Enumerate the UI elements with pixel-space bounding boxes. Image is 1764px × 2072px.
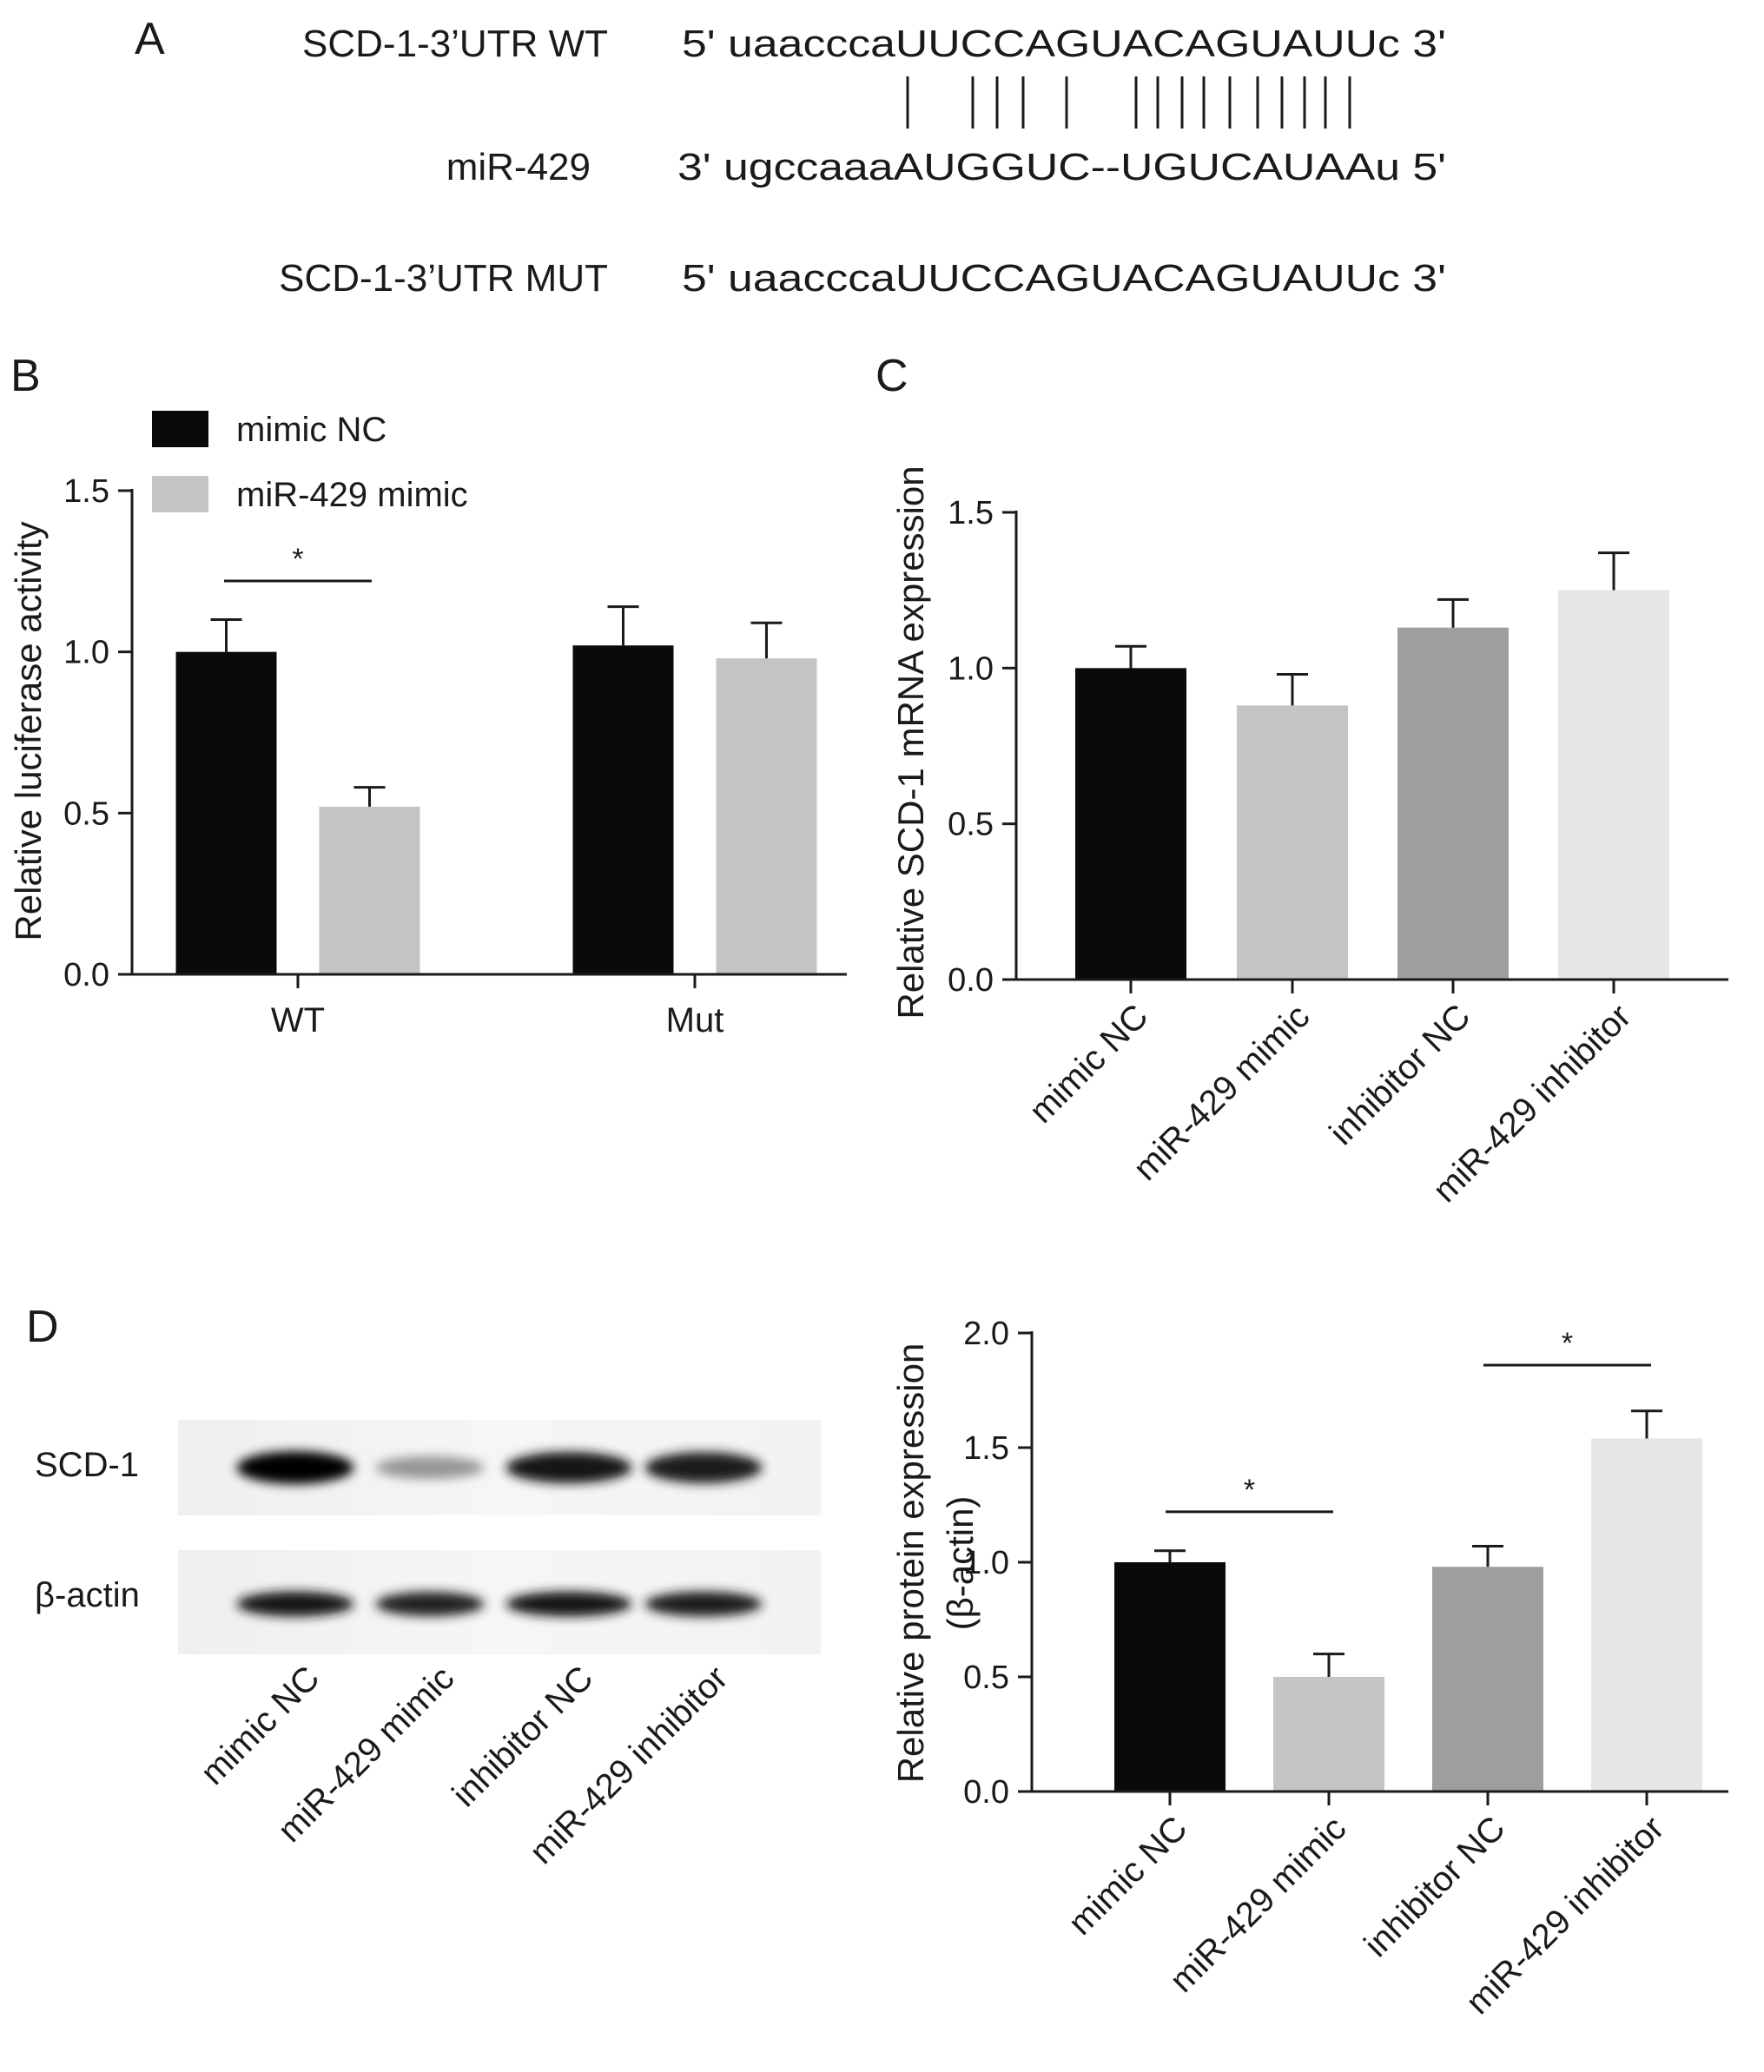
legend-swatch-mimic-nc [152,411,208,447]
chart-c-axes [1014,511,1728,981]
category-label-mimic-nc: mimic NC [1061,1809,1195,1943]
y-tick-label: 1.0 [63,635,109,671]
y-tick-label: 0.0 [948,962,994,999]
bar-mimic-nc-error-bar [1154,1549,1186,1562]
chart-c-bars [1075,551,1669,980]
y-tick-label: 0.5 [963,1660,1009,1696]
chart-d-ylabel-line1: Relative protein expression [890,1343,931,1784]
panel-c-letter: C [875,351,908,401]
y-tick-label: 0.5 [63,795,109,832]
category-label-inhibitor-nc: inhibitor NC [1322,997,1477,1152]
chart-d-axes [1030,1331,1728,1793]
mir429-label: miR-429 [446,146,591,188]
significance-star: * [1244,1474,1255,1507]
scd1-band [375,1455,485,1480]
y-tick-label: 1.5 [948,495,994,531]
bar-mir-429-mimic-mut-error-bar [750,621,783,659]
bar-mir-429-inhibitor [1591,1438,1702,1792]
y-tick-label: 0.5 [948,807,994,843]
bar-mir-429-inhibitor-error-bar [1598,551,1629,591]
significance-star: * [292,543,303,576]
panel-d-letter: D [26,1302,59,1352]
scd1-band [644,1452,763,1483]
bar-mimic-nc-wt-error-bar [210,618,242,652]
bar-mimic-nc [1075,668,1186,980]
bar-mimic-nc [1114,1562,1226,1792]
bar-inhibitor-nc [1397,627,1509,980]
chart-b: B mimic NC miR-429 mimic Relative lucife… [8,351,847,1039]
y-tick-label: 1.0 [963,1545,1009,1581]
bar-mir-429-mimic [1273,1677,1384,1792]
category-label-mimic-nc: mimic NC [1022,997,1156,1131]
wt-utr-sequence: 5' uaacccaUUCCAGUACAGUAUUc 3' [682,23,1446,65]
chart-c-ylabel: Relative SCD-1 mRNA expression [890,465,931,1019]
blot-row-label-scd1: SCD-1 [35,1446,139,1484]
chart-b-y-ticks: 0.0 0.5 1.0 1.5 [63,473,132,993]
wt-utr-label: SCD-1-3’UTR WT [302,23,608,65]
y-tick-label: 2.0 [963,1316,1009,1352]
bar-mimic-nc-error-bar [1115,644,1146,669]
bar-mir-429-inhibitor-error-bar [1631,1409,1662,1439]
bar-mimic-nc-wt [175,651,277,974]
y-tick-label: 1.5 [963,1430,1009,1467]
y-tick-label: 1.5 [63,473,109,510]
bar-inhibitor-nc [1432,1567,1543,1792]
blot-row-label-actin: β-actin [35,1576,140,1614]
panel-a: A SCD-1-3’UTR WT 5' uaacccaUUCCAGUACAGUA… [135,14,1446,300]
bar-mir-429-inhibitor [1558,590,1669,980]
legend-label-mimic-nc: mimic NC [236,411,386,449]
actin-band [236,1591,354,1617]
y-tick-label: 1.0 [948,650,994,687]
bar-mimic-nc-mut [572,645,674,974]
bar-mir-429-mimic-mut [716,658,817,974]
mut-utr-label: SCD-1-3’UTR MUT [279,257,608,300]
bar-mir-429-mimic-error-bar [1313,1653,1344,1677]
scd1-band [236,1451,354,1484]
blot-bands [236,1451,763,1617]
chart-d-bars [1114,1409,1702,1792]
chart-b-bars [175,605,817,974]
chart-b-axes [130,489,847,976]
y-tick-label: 0.0 [963,1774,1009,1811]
chart-d-significance: ** [1166,1327,1651,1514]
category-label-wt: WT [271,1001,325,1039]
bar-mir-429-mimic-wt-error-bar [353,786,386,807]
legend-label-mir429-mimic: miR-429 mimic [236,476,468,514]
category-label-mut: Mut [666,1001,724,1039]
chart-d: Relative protein expression (β-actin) 0.… [890,1316,1728,2022]
y-tick-label: 0.0 [63,957,109,993]
legend-swatch-mir429-mimic [152,476,208,512]
chart-c-y-ticks: 0.0 0.5 1.0 1.5 [948,495,1016,999]
category-label-inhibitor-nc: inhibitor NC [1357,1809,1512,1964]
actin-band [644,1591,763,1617]
chart-d-ylabel-line2: (β-actin) [940,1496,981,1631]
base-pairing-lines [906,76,1351,129]
significance-star: * [1562,1327,1573,1360]
chart-b-categories: WT Mut [271,974,723,1039]
bar-mimic-nc-mut-error-bar [607,605,639,646]
blot-lane-label-mimic-nc: mimic NC [194,1659,327,1792]
bar-inhibitor-nc-error-bar [1437,597,1469,628]
actin-band [505,1591,632,1617]
chart-b-ylabel: Relative luciferase activity [8,521,49,940]
mir429-sequence: 3' ugccaaaAUGGUC--UGUCAUAAu 5' [677,146,1446,188]
bar-mir-429-mimic [1237,705,1348,980]
chart-b-significance: * [224,543,372,583]
panel-a-letter: A [135,14,165,64]
actin-band [375,1591,485,1617]
chart-c: C Relative SCD-1 mRNA expression 0.0 0.5 1… [875,351,1728,1210]
bar-mir-429-mimic-wt [319,806,420,974]
category-label-mir-429-mimic: miR-429 mimic [1126,997,1318,1188]
mut-utr-sequence: 5' uaacccaUUCCAGUACAGUAUUc 3' [682,257,1446,300]
scd1-band [505,1451,632,1484]
chart-d-y-ticks: 0.0 0.5 1.0 1.5 2.0 [963,1316,1032,1811]
bar-mir-429-mimic-error-bar [1277,673,1308,706]
bar-inhibitor-nc-error-bar [1472,1545,1503,1567]
panel-b-letter: B [10,351,41,401]
